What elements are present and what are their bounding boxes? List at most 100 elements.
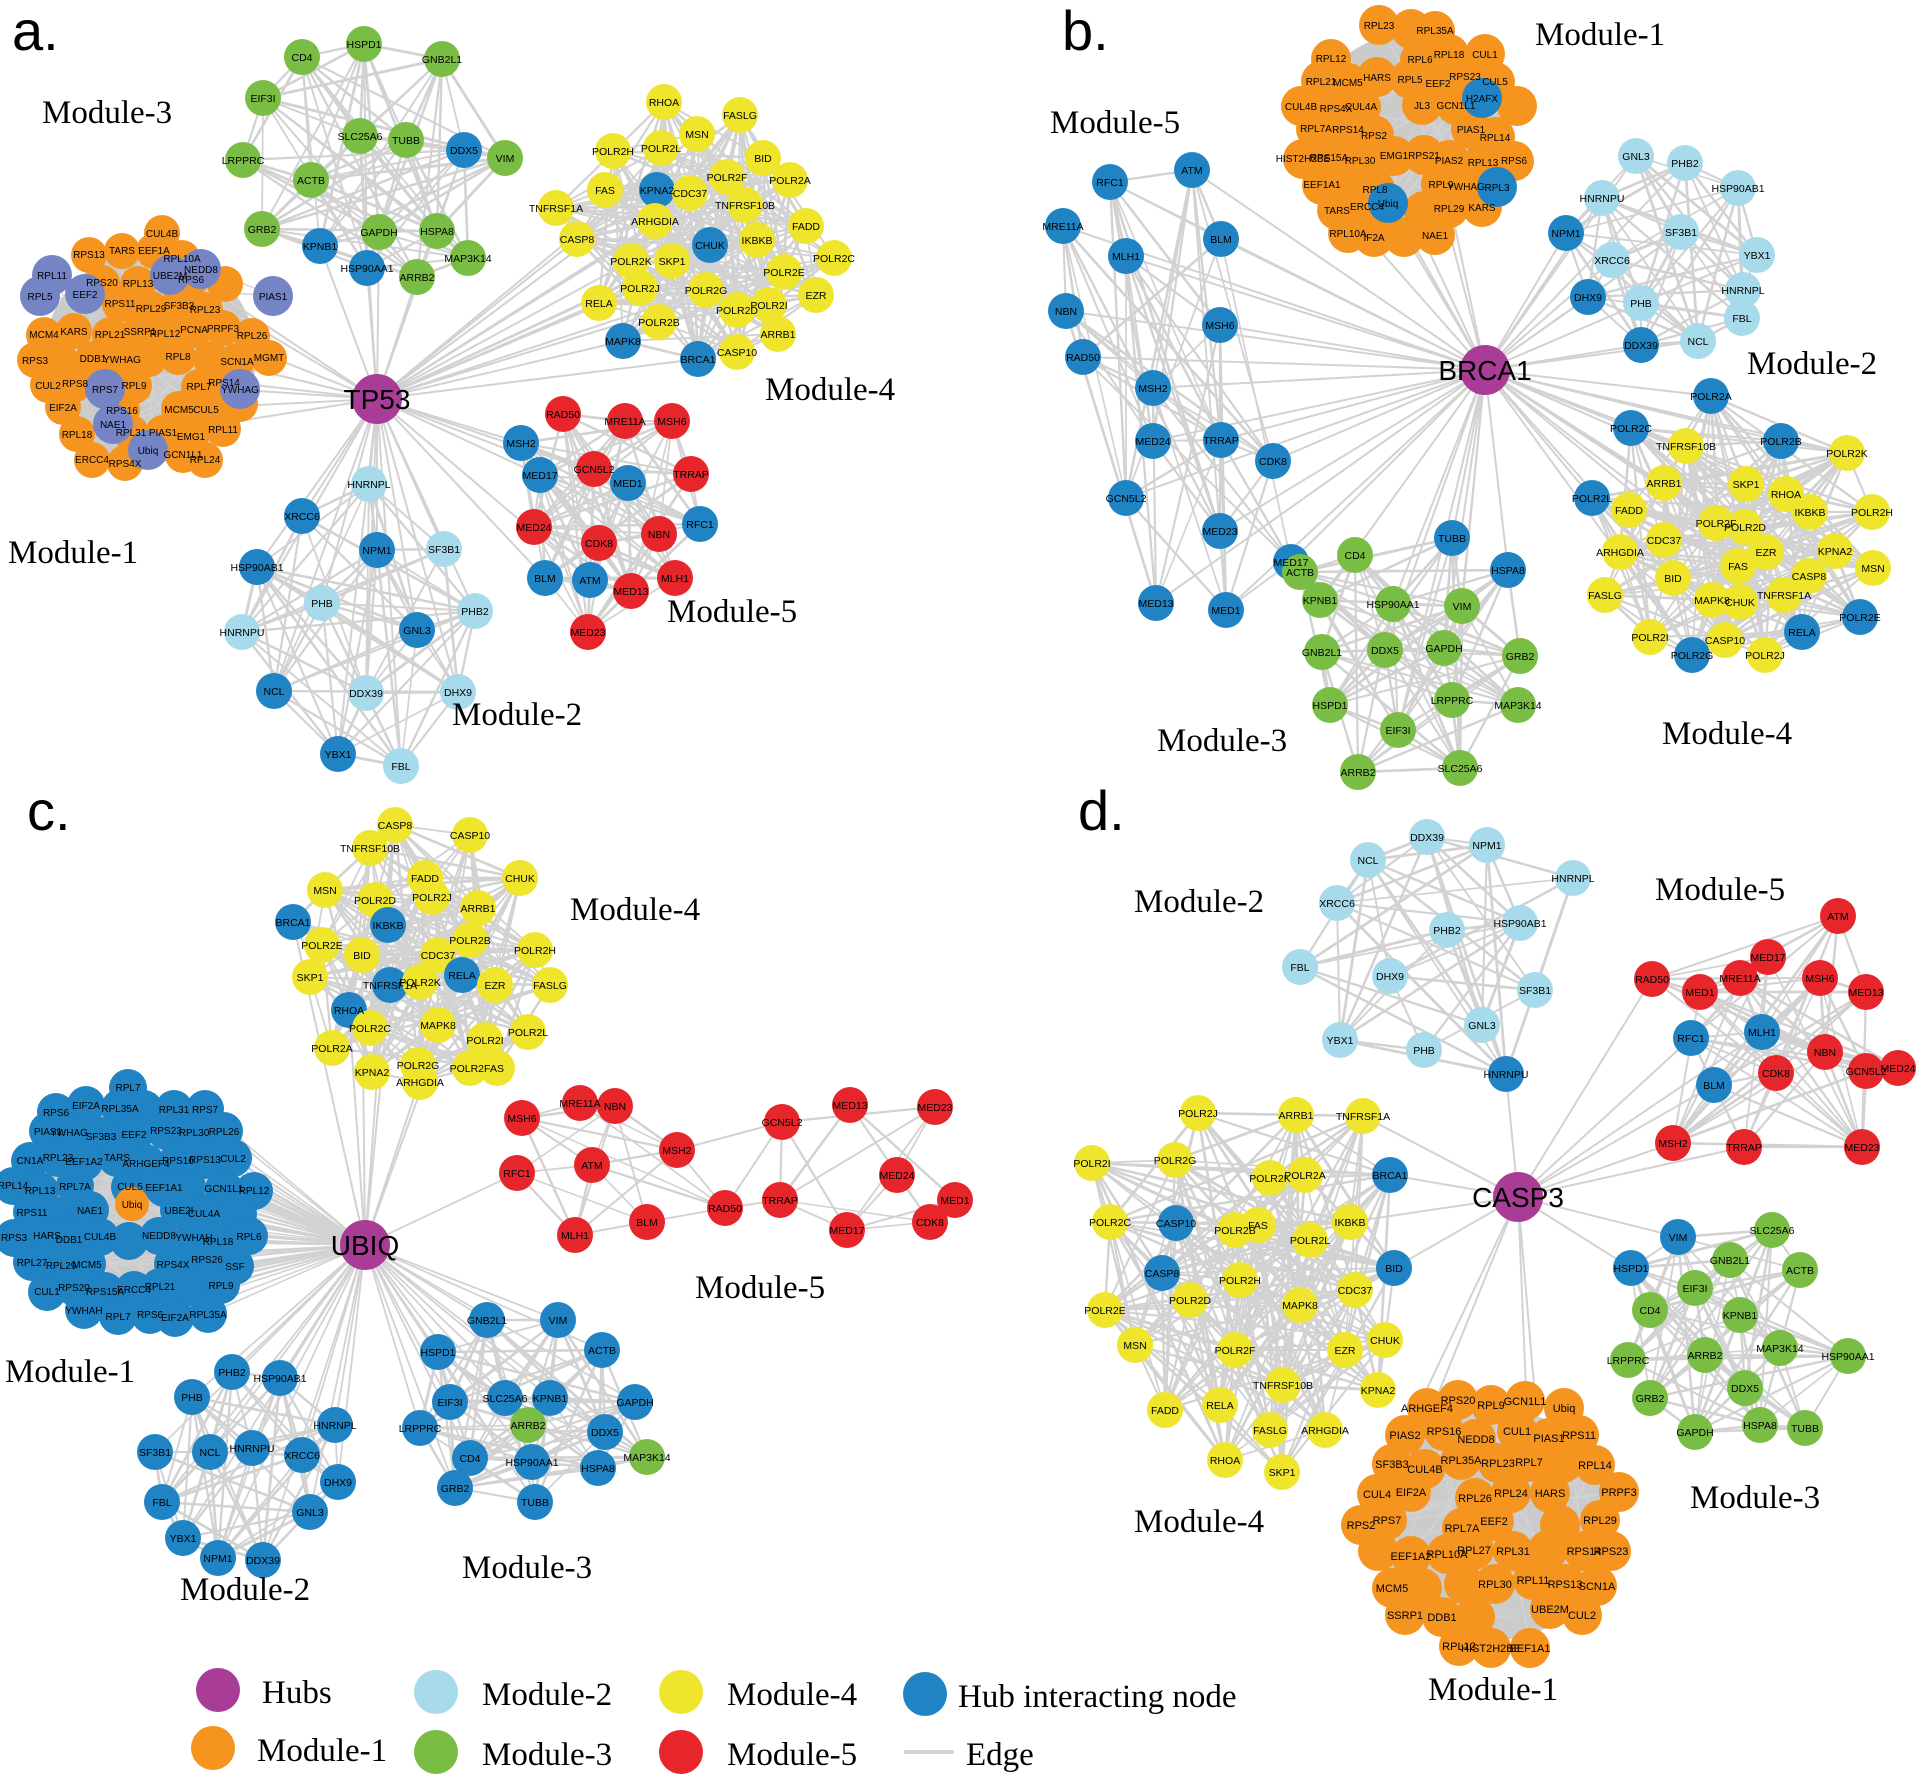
svg-text:BLM: BLM (1210, 234, 1232, 246)
svg-text:RPL24: RPL24 (1494, 1488, 1528, 1500)
svg-text:EEF2: EEF2 (72, 290, 97, 301)
svg-text:RPL26: RPL26 (237, 331, 268, 342)
svg-text:EEF2: EEF2 (1480, 1516, 1508, 1528)
svg-text:RPS3: RPS3 (1, 1233, 28, 1244)
svg-text:RPL31: RPL31 (1496, 1546, 1530, 1558)
svg-text:ARRB2: ARRB2 (399, 272, 434, 284)
svg-text:POLR2B: POLR2B (1760, 436, 1801, 448)
svg-text:FBL: FBL (1732, 313, 1751, 325)
svg-text:MED23: MED23 (917, 1102, 952, 1114)
svg-text:RPS14: RPS14 (1567, 1546, 1602, 1558)
svg-text:RPL13: RPL13 (1468, 158, 1499, 169)
svg-text:RPS3: RPS3 (22, 356, 49, 367)
svg-text:POLR2H: POLR2H (1219, 1275, 1261, 1287)
svg-text:POLR2H: POLR2H (514, 945, 556, 957)
svg-text:MSH6: MSH6 (507, 1113, 536, 1125)
svg-text:HSPA8: HSPA8 (581, 1463, 615, 1475)
svg-text:RPL7: RPL7 (115, 1083, 140, 1094)
svg-text:ARRB2: ARRB2 (510, 1420, 545, 1432)
svg-text:CD4: CD4 (459, 1453, 480, 1465)
svg-text:POLR2J: POLR2J (620, 283, 660, 295)
svg-text:EEF1A1: EEF1A1 (145, 1183, 183, 1194)
svg-text:RPL18: RPL18 (1434, 50, 1465, 61)
svg-text:KPNB1: KPNB1 (1303, 595, 1338, 607)
svg-text:MAP3K14: MAP3K14 (623, 1452, 670, 1464)
svg-text:GCN1L1: GCN1L1 (164, 450, 203, 461)
svg-text:EEF2: EEF2 (1425, 79, 1450, 90)
svg-text:RPS4X: RPS4X (109, 459, 142, 470)
svg-text:GNB2L1: GNB2L1 (467, 1315, 507, 1327)
svg-text:CDC37: CDC37 (1338, 1285, 1373, 1297)
svg-text:RPL14: RPL14 (1480, 133, 1511, 144)
svg-text:POLR2C: POLR2C (1089, 1217, 1131, 1229)
svg-text:EIF2A: EIF2A (1396, 1487, 1427, 1499)
svg-text:RFC1: RFC1 (503, 1168, 531, 1180)
svg-text:YWHAG: YWHAG (221, 385, 259, 396)
svg-text:HSP90AA1: HSP90AA1 (340, 263, 393, 275)
svg-text:XRCC6: XRCC6 (1594, 255, 1630, 267)
svg-text:CUL4A: CUL4A (188, 1209, 221, 1220)
svg-text:CUL4B: CUL4B (1407, 1464, 1442, 1476)
svg-text:MED13: MED13 (832, 1100, 867, 1112)
svg-text:MRE11A: MRE11A (604, 416, 645, 428)
svg-text:CDK8: CDK8 (1762, 1068, 1790, 1080)
svg-text:SF3B1: SF3B1 (1519, 985, 1551, 997)
svg-text:MED13: MED13 (1848, 987, 1883, 999)
svg-text:DDB1: DDB1 (1427, 1612, 1456, 1624)
svg-text:RPL6: RPL6 (1407, 55, 1432, 66)
svg-text:POLR2L: POLR2L (1572, 493, 1612, 505)
svg-text:RPL11: RPL11 (1517, 1575, 1550, 1587)
svg-text:LRPPRC: LRPPRC (399, 1423, 442, 1435)
svg-text:RPL23: RPL23 (1364, 21, 1395, 32)
svg-text:NAE1: NAE1 (1422, 231, 1449, 242)
svg-text:Hubs: Hubs (262, 1675, 332, 1711)
svg-text:MLH1: MLH1 (561, 1230, 589, 1242)
svg-text:RPL8: RPL8 (165, 352, 190, 363)
svg-text:CHUK: CHUK (1370, 1335, 1400, 1347)
svg-text:RPS20: RPS20 (86, 278, 118, 289)
svg-text:RPL5: RPL5 (27, 292, 52, 303)
svg-text:POLR2B: POLR2B (638, 317, 679, 329)
svg-text:ARRB1: ARRB1 (760, 329, 795, 341)
svg-text:BLM: BLM (534, 573, 556, 585)
svg-text:POLR2D: POLR2D (354, 895, 396, 907)
svg-text:XRCC6: XRCC6 (284, 511, 320, 523)
svg-text:RPL3: RPL3 (1484, 183, 1509, 194)
svg-text:YWHAH: YWHAH (65, 1306, 102, 1317)
svg-text:MAPK8: MAPK8 (605, 336, 641, 348)
svg-text:FAS: FAS (1248, 1220, 1268, 1232)
svg-text:CUL4B: CUL4B (146, 229, 179, 240)
svg-text:RPL11: RPL11 (208, 425, 238, 436)
svg-text:SLC25A6: SLC25A6 (1438, 763, 1483, 775)
svg-text:EIF3I: EIF3I (1682, 1283, 1707, 1295)
svg-text:POLR2G: POLR2G (1154, 1155, 1197, 1167)
svg-text:GCN1L1: GCN1L1 (1504, 1396, 1547, 1408)
svg-text:NEDD8: NEDD8 (142, 1231, 176, 1242)
svg-text:HARS: HARS (33, 1231, 61, 1242)
svg-text:POLR2E: POLR2E (1839, 612, 1880, 624)
svg-text:YWHAG: YWHAG (103, 355, 141, 366)
svg-text:GAPDH: GAPDH (616, 1397, 653, 1409)
svg-text:RELA: RELA (1788, 627, 1815, 639)
svg-text:TNFRSF1A: TNFRSF1A (1336, 1111, 1390, 1123)
svg-text:RPL14: RPL14 (1578, 1460, 1612, 1472)
svg-text:XRCC6: XRCC6 (1319, 898, 1355, 910)
svg-text:HNRNPL: HNRNPL (313, 1420, 356, 1432)
svg-text:HNRNPU: HNRNPU (230, 1443, 275, 1455)
svg-text:MAPK8: MAPK8 (1282, 1300, 1318, 1312)
svg-text:IF2A: IF2A (1363, 233, 1384, 244)
svg-text:ERCC4: ERCC4 (117, 1285, 151, 1296)
svg-text:Module-1: Module-1 (1428, 1672, 1558, 1708)
svg-text:RPS7: RPS7 (1373, 1515, 1402, 1527)
svg-text:CDK8: CDK8 (916, 1217, 944, 1229)
svg-text:RPL12: RPL12 (239, 1186, 270, 1197)
svg-text:HARS: HARS (1363, 73, 1391, 84)
svg-text:ARHGDIA: ARHGDIA (631, 216, 679, 228)
svg-text:BRCA1: BRCA1 (275, 917, 310, 929)
svg-text:HSP90AA1: HSP90AA1 (1366, 599, 1419, 611)
svg-text:Module-4: Module-4 (1134, 1504, 1264, 1540)
svg-text:MLH1: MLH1 (661, 573, 689, 585)
svg-text:MED13: MED13 (1138, 598, 1173, 610)
svg-text:MED17: MED17 (829, 1225, 864, 1237)
svg-text:POLR2I: POLR2I (466, 1035, 503, 1047)
